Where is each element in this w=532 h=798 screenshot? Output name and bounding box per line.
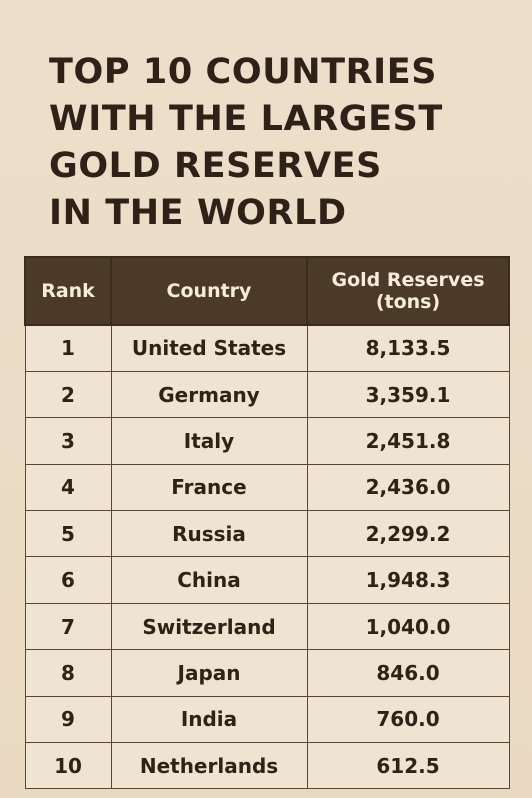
table-row: 5 Russia 2,299.2	[24, 510, 510, 558]
chart-title: TOP 10 COUNTRIES WITH THE LARGEST GOLD R…	[49, 49, 489, 237]
table-header: Rank Country Gold Reserves (tons)	[24, 256, 510, 326]
rank-cell: 5	[24, 510, 112, 558]
country-cell: Switzerland	[110, 602, 308, 651]
country-cell: China	[110, 556, 308, 604]
reserves-cell: 3,359.1	[306, 370, 510, 419]
rank-cell: 3	[24, 417, 112, 465]
country-cell: Russia	[110, 510, 308, 558]
rank-cell: 7	[24, 602, 112, 651]
country-cell: United States	[110, 324, 308, 372]
rank-cell: 6	[24, 556, 112, 604]
table-body: 1 United States 8,133.5 2 Germany 3,359.…	[24, 324, 510, 790]
table-row: 7 Switzerland 1,040.0	[24, 602, 510, 651]
rank-cell: 4	[24, 463, 112, 512]
country-cell: France	[110, 463, 308, 512]
table-row: 2 Germany 3,359.1	[24, 370, 510, 419]
reserves-cell: 8,133.5	[306, 324, 510, 372]
reserves-cell: 612.5	[306, 742, 510, 790]
header-reserves: Gold Reserves (tons)	[306, 256, 510, 326]
rank-cell: 1	[24, 324, 112, 372]
table-row: 10 Netherlands 612.5	[24, 742, 510, 790]
table-row: 6 China 1,948.3	[24, 556, 510, 604]
header-reserves-line-1: Gold Reserves	[331, 269, 485, 291]
country-cell: Netherlands	[110, 742, 308, 790]
reserves-cell: 2,299.2	[306, 510, 510, 558]
rank-cell: 2	[24, 370, 112, 419]
header-rank: Rank	[24, 256, 112, 326]
table-row: 9 India 760.0	[24, 695, 510, 744]
gold-reserves-table: Rank Country Gold Reserves (tons) 1 Unit…	[24, 256, 510, 790]
rank-cell: 9	[24, 695, 112, 744]
country-cell: Germany	[110, 370, 308, 419]
reserves-cell: 846.0	[306, 649, 510, 697]
title-line-2: WITH THE LARGEST	[49, 99, 443, 139]
country-cell: Italy	[110, 417, 308, 465]
reserves-cell: 2,436.0	[306, 463, 510, 512]
table-row: 4 France 2,436.0	[24, 463, 510, 512]
rank-cell: 10	[24, 742, 112, 790]
header-row: Rank Country Gold Reserves (tons)	[24, 256, 510, 326]
country-cell: Japan	[110, 649, 308, 697]
title-line-3: GOLD RESERVES	[49, 146, 382, 186]
rank-cell: 8	[24, 649, 112, 697]
table-row: 3 Italy 2,451.8	[24, 417, 510, 465]
header-reserves-line-2: (tons)	[375, 291, 441, 313]
reserves-cell: 1,948.3	[306, 556, 510, 604]
reserves-cell: 1,040.0	[306, 602, 510, 651]
reserves-cell: 760.0	[306, 695, 510, 744]
title-line-1: TOP 10 COUNTRIES	[49, 52, 438, 92]
title-line-4: IN THE WORLD	[49, 193, 347, 233]
table-row: 1 United States 8,133.5	[24, 324, 510, 372]
header-country: Country	[110, 256, 308, 326]
reserves-cell: 2,451.8	[306, 417, 510, 465]
country-cell: India	[110, 695, 308, 744]
table-row: 8 Japan 846.0	[24, 649, 510, 697]
